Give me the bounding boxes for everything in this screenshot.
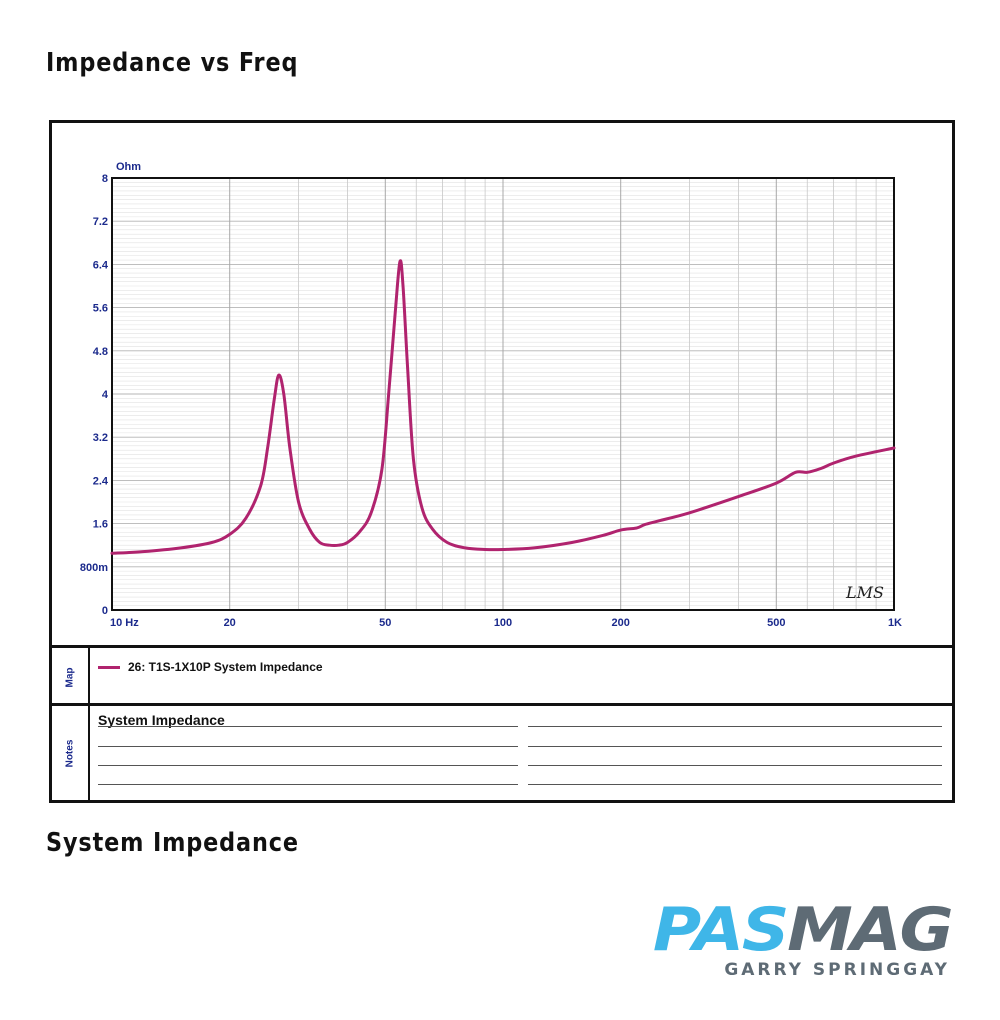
legend-entry[interactable]: 26: T1S-1X10P System Impedance [98,660,323,674]
lms-watermark: LMS [845,583,884,602]
plot-border [111,177,895,611]
note-line [528,746,942,747]
notes-panel-label: Notes [52,706,90,800]
x-tick-label: 100 [494,617,512,629]
logo-mark: PASMAG [653,895,954,965]
x-tick-label: 20 [224,617,236,629]
y-tick-label: 7.2 [93,216,108,228]
y-tick-label: 3.2 [93,432,108,444]
note-line [528,726,942,727]
chart-frame: 0 800m 1.6 2.4 3.2 4 4.8 5.6 6.4 7.2 8 Ohm 10 Hz 20 50… [49,120,955,803]
y-tick-label: 4 [102,389,109,401]
y-tick-label: 4.8 [93,346,108,358]
page-subtitle: System Impedance [46,828,299,858]
note-line [98,784,518,785]
legend-swatch [98,665,120,669]
map-panel-label: Map [52,648,90,706]
note-line [528,765,942,766]
legend-entry-label: 26: T1S-1X10P System Impedance [128,660,323,674]
y-axis-label: Ohm [116,161,141,173]
x-tick-label: 1K [888,617,902,629]
y-tick-label: 800m [80,562,108,574]
x-tick-label: 500 [767,617,785,629]
impedance-series-line [110,259,896,555]
notes-panel: Notes System Impedance [52,703,952,803]
notes-title: System Impedance [98,712,225,728]
pasmag-logo: PASMAG GARRY SPRINGGAY [653,898,956,988]
y-tick-label: 5.6 [93,303,108,315]
impedance-chart: 0 800m 1.6 2.4 3.2 4 4.8 5.6 6.4 7.2 8 Ohm 10 Hz 20 50… [80,161,902,629]
note-line [98,765,518,766]
x-tick-label: 200 [612,617,630,629]
x-tick-label: 50 [379,617,391,629]
y-tick-label: 1.6 [93,519,108,531]
photo-credit: GARRY SPRINGGAY [724,960,950,980]
y-tick-label: 8 [102,173,108,185]
y-tick-label: 0 [102,605,108,617]
note-line [98,746,518,747]
x-tick-label: 10 Hz [110,617,139,629]
y-tick-label: 6.4 [93,259,109,271]
y-tick-label: 2.4 [93,475,109,487]
map-panel: Map 26: T1S-1X10P System Impedance [52,645,952,706]
page-title: Impedance vs Freq [46,48,299,78]
note-line [98,726,518,727]
note-line [528,784,942,785]
